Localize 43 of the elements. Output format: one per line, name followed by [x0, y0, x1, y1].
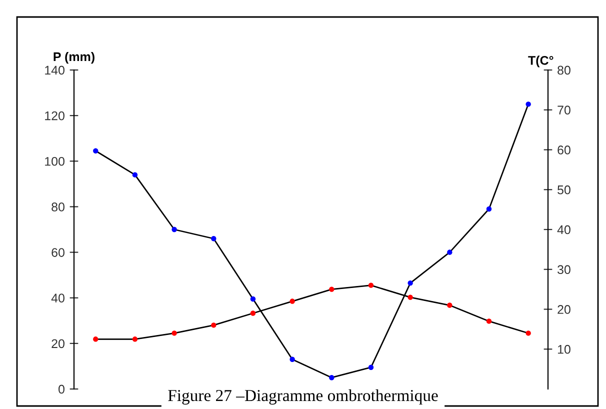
point — [290, 298, 295, 304]
y-tick-label: 40 — [51, 294, 64, 303]
point — [172, 330, 177, 336]
y-axis-title: P (mm) — [54, 52, 94, 64]
point — [172, 226, 177, 232]
point — [329, 375, 334, 380]
caption: Figure 27 –Diagramme ombrothermique — [168, 389, 438, 405]
y2-tick-label: 20 — [558, 305, 570, 314]
y2-tick-label: 80 — [558, 66, 570, 75]
point — [526, 102, 531, 107]
point — [368, 282, 374, 288]
point — [132, 336, 138, 342]
y-tick-label: 0 — [58, 384, 64, 394]
point — [211, 236, 216, 242]
point — [329, 286, 334, 292]
point — [447, 302, 452, 308]
y2-tick-label: 60 — [558, 146, 570, 154]
y-tick-label: 140 — [45, 66, 64, 75]
point — [211, 322, 216, 328]
point — [486, 206, 492, 212]
point — [93, 148, 98, 154]
y2-tick-label: 30 — [558, 265, 570, 274]
y-tick-label: 80 — [52, 202, 64, 212]
y-tick-label: 60 — [52, 248, 64, 257]
point — [368, 364, 374, 370]
point — [93, 336, 98, 342]
y2-axis-title: T(C° — [528, 56, 554, 68]
y2-tick-label: 10 — [558, 344, 570, 354]
y-tick-label: 120 — [45, 111, 64, 120]
point — [290, 356, 295, 362]
y-tick-label: 20 — [52, 339, 64, 348]
y-tick-label: 100 — [45, 156, 64, 166]
y2-tick-label: 50 — [558, 185, 570, 194]
point — [408, 294, 413, 300]
y2-tick-label: 40 — [557, 225, 570, 234]
point — [408, 280, 413, 286]
point — [250, 296, 256, 302]
point — [447, 250, 452, 255]
point — [486, 318, 492, 324]
point — [132, 172, 138, 178]
point — [250, 310, 256, 316]
point — [526, 330, 531, 336]
y2-tick-label: 70 — [558, 106, 570, 115]
